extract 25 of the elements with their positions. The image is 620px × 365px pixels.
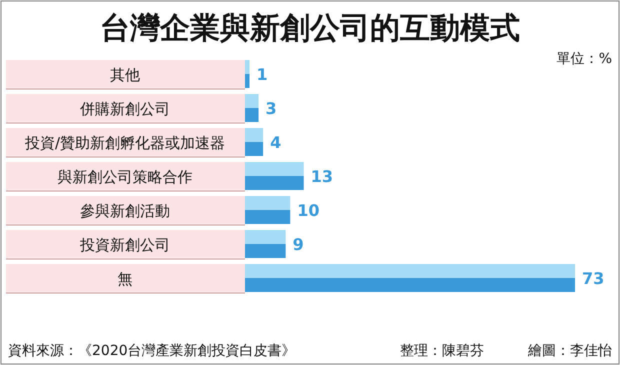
data-label: 73	[582, 269, 604, 288]
y-tick-label: 參與新創活動	[80, 202, 170, 220]
data-label: 4	[270, 133, 282, 152]
data-label: 10	[297, 201, 320, 220]
data-label: 13	[310, 167, 334, 186]
text: 繪圖：李佳怡	[527, 343, 612, 359]
bar	[245, 196, 290, 224]
data-label: 3	[266, 99, 277, 118]
y-tick-label: 投資/贊助新創孵化器或加速器	[24, 134, 226, 152]
y-tick-label: 與新創公司策略合作	[58, 168, 192, 186]
y-tick-label: 無	[118, 270, 132, 288]
y-tick-label: 其他	[110, 66, 140, 84]
text: 整理：陳碧芬	[400, 343, 484, 359]
bar	[245, 128, 264, 156]
data-label: 1	[256, 65, 268, 84]
source-note: 資料來源：《2020台灣產業新創投資白皮書》	[8, 343, 296, 359]
chart-title: 台灣企業與新創公司的互動模式	[100, 11, 520, 46]
bar	[245, 60, 250, 88]
data-label: 9	[292, 235, 304, 254]
bar	[245, 162, 304, 190]
chart-subtitle: 單位：%	[556, 51, 612, 67]
bar	[245, 230, 286, 258]
y-tick-label: 投資新創公司	[79, 236, 170, 254]
bar	[245, 94, 259, 122]
y-tick-label: 併購新創公司	[79, 100, 170, 118]
